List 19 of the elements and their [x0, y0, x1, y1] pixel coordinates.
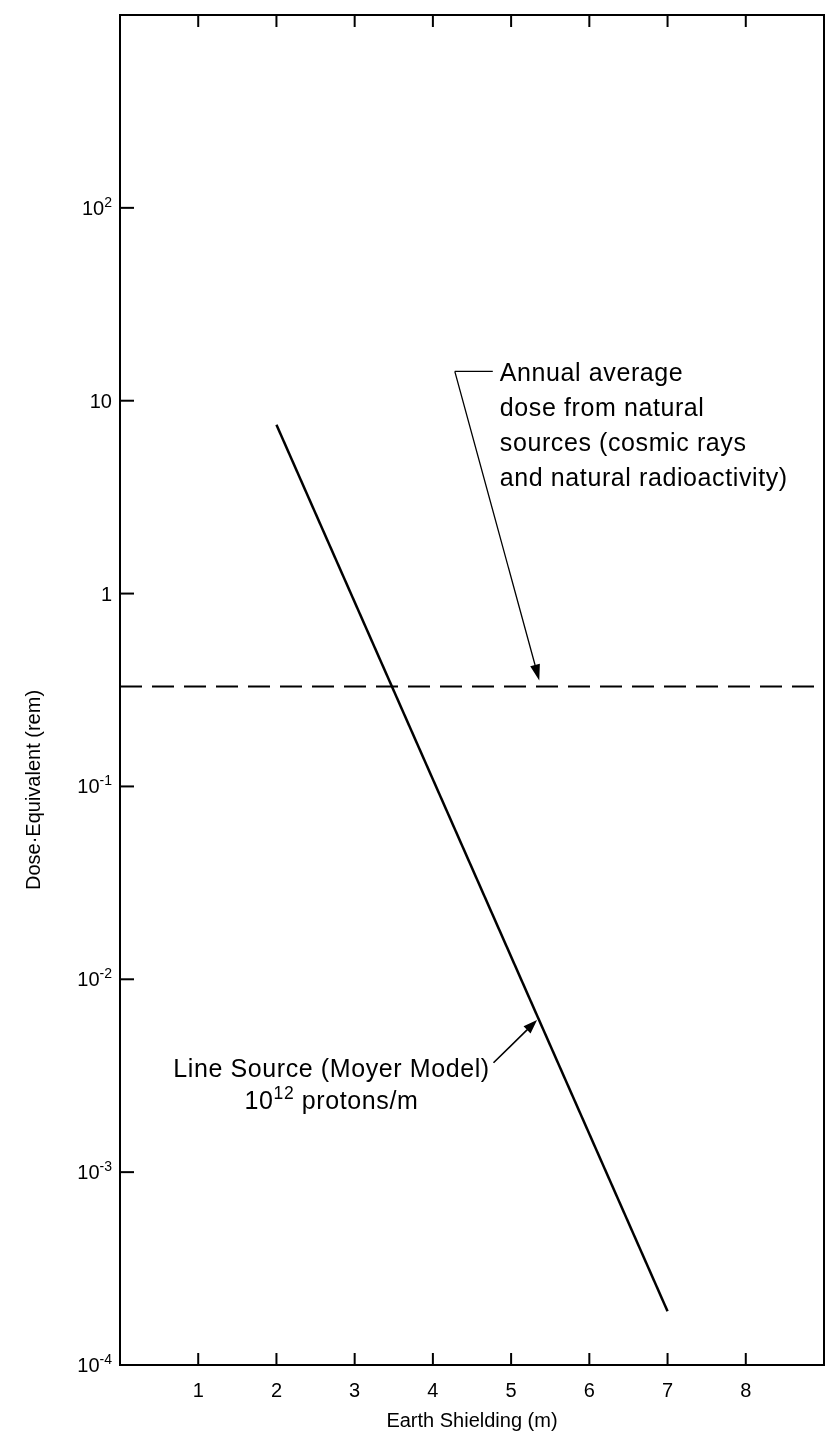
x-tick-label: 2	[270, 1379, 283, 1401]
x-axis-title: Earth Shielding (m)	[386, 1409, 558, 1431]
x-tick-label: 4	[427, 1379, 439, 1401]
y-tick-label: 10$^{2}$	[81, 193, 113, 219]
x-tick-label: 5	[505, 1379, 517, 1401]
x-tick-label: 7	[661, 1379, 674, 1401]
x-tick-label: 1	[192, 1379, 204, 1401]
y-axis-title: Dose·Equivalent (rem)	[22, 689, 44, 891]
y-tick-label: 10$^{-1}$	[77, 772, 113, 798]
x-tick-label: 3	[349, 1379, 361, 1401]
x-tick-label: 6	[583, 1379, 595, 1401]
legend-label: Annual average dose from natural sources (cosmic rays and natural radioactivity)	[499, 358, 788, 492]
y-tick-label: 10$^{-2}$	[77, 965, 113, 991]
y-tick-label: 10$^{-3}$	[77, 1158, 113, 1184]
y-tick-label: 1	[100, 582, 112, 605]
text: Line Source (Moyer Model) 10$^{12}$ protons/m	[173, 1053, 490, 1114]
y-tick-label: 10$^{-4}$	[77, 1351, 113, 1376]
y-tick-label: 10	[89, 389, 112, 412]
x-tick-label: 8	[740, 1379, 752, 1401]
